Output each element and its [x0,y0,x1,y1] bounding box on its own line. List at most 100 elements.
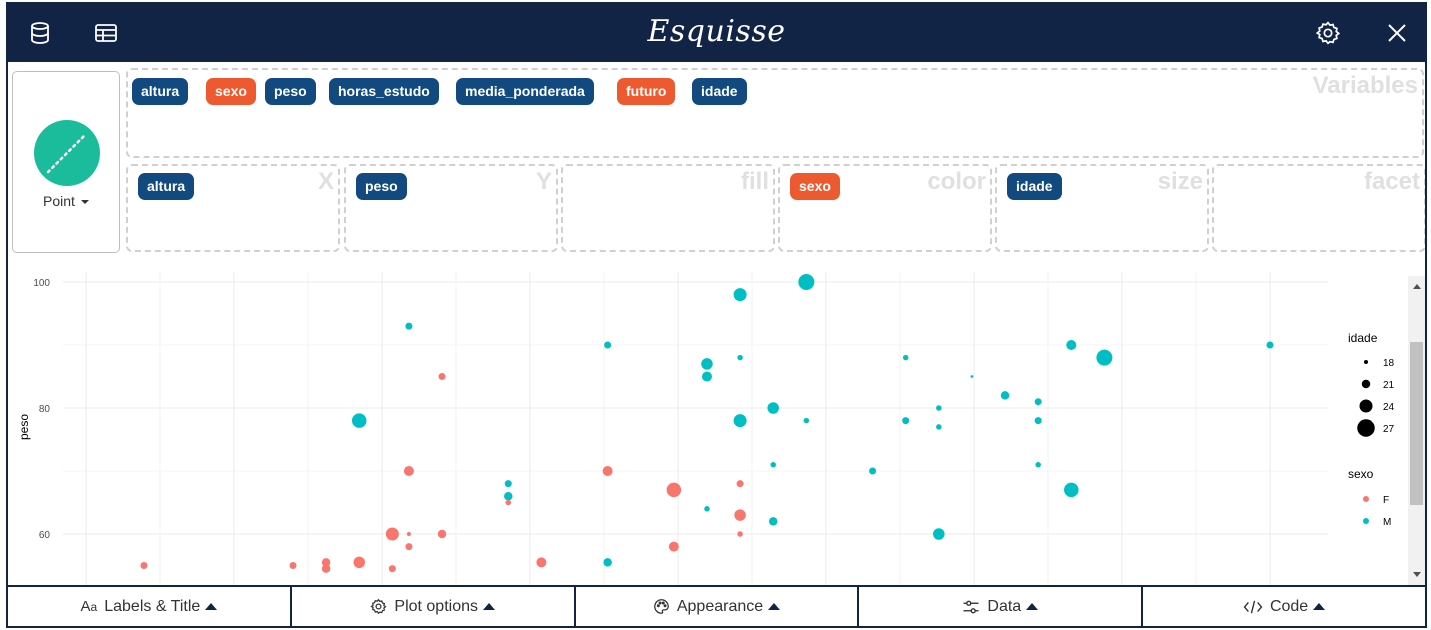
zone-title-y: Y [535,168,552,195]
dropzone-facet[interactable]: facet [1212,164,1425,252]
tab-appearance[interactable]: Appearance [574,585,859,626]
tab-data[interactable]: Data [858,585,1143,626]
data-point [737,531,743,537]
y-tick-label: 100 [33,278,50,289]
plot-scrollbar[interactable] [1408,276,1425,585]
legend-color-label: F [1383,495,1389,506]
dropzone-fill[interactable]: fill [561,164,775,252]
scroll-down-arrow-icon[interactable] [1408,566,1425,583]
scroll-up-arrow-icon[interactable] [1408,278,1425,295]
variables-zone[interactable]: Variables altura sexo peso horas_estudo … [126,68,1424,158]
zone-title-fill: fill [741,168,769,195]
data-point [869,467,877,475]
zone-title-facet: facet [1363,168,1420,195]
variable-badge-horas-estudo[interactable]: horas_estudo [329,78,439,105]
zone-badge-sexo[interactable]: sexo [790,173,840,200]
data-point [437,529,447,539]
data-point [140,562,148,569]
variable-badge-futuro[interactable]: futuro [617,78,676,105]
data-point [936,424,942,430]
data-point [1000,391,1010,400]
data-point [933,528,945,540]
geom-selector[interactable]: Point [12,71,120,253]
app-title: Esquisse [647,14,786,49]
data-point [504,480,512,488]
legend-color-key [1363,518,1369,524]
dropzone-x[interactable]: X altura [126,164,340,252]
tab-label: Appearance [676,597,764,615]
legend-color-label: M [1383,517,1391,528]
data-point [403,466,414,476]
data-point [602,466,613,476]
geom-label: Point [13,193,119,209]
y-tick-label: 60 [39,530,51,541]
zone-title-size: size [1157,168,1203,195]
data-point [1034,398,1042,406]
palette-icon [653,598,670,615]
dropzone-y[interactable]: Y peso [344,164,558,252]
database-icon[interactable] [25,18,55,48]
data-point [733,414,747,428]
variable-badge-media-ponderada[interactable]: media_ponderada [456,78,594,105]
legend-size-label: 18 [1383,358,1395,369]
dropzone-color[interactable]: color sexo [778,164,992,252]
data-point [970,375,974,378]
data-point [321,564,331,573]
data-point [1064,482,1079,498]
data-point [604,341,612,349]
dropzone-size[interactable]: size idade [995,164,1209,252]
data-point [734,509,746,521]
legend-size-key [1359,399,1373,413]
legend-size-label: 21 [1383,380,1395,391]
caret-up-icon [205,603,218,610]
data-point [701,371,712,382]
header-bar: Esquisse [8,4,1425,62]
gear-icon[interactable] [1313,18,1343,48]
data-point [936,405,942,411]
data-point [767,402,779,414]
data-point [737,354,743,361]
data-point [803,417,810,424]
y-tick-label: 80 [39,404,51,415]
data-point [438,373,446,380]
data-point [385,527,399,541]
variable-badge-peso[interactable]: peso [265,78,316,105]
zone-badge-altura[interactable]: altura [138,173,195,200]
tab-label: Plot options [394,597,478,615]
variable-badge-altura[interactable]: altura [132,78,189,105]
data-point [768,517,778,526]
close-icon[interactable] [1382,18,1412,48]
data-point [733,288,747,302]
data-point [504,491,513,501]
variable-badge-sexo[interactable]: sexo [206,78,256,105]
data-point [405,322,413,330]
caret-down-icon [80,200,89,205]
variable-badge-idade[interactable]: idade [692,78,747,105]
table-icon[interactable] [91,18,121,48]
legend-title-size: idade [1348,331,1378,345]
plot-area: 60 80 100 peso idade 18 21 24 27 sexo F M [8,272,1408,586]
data-point [351,413,367,428]
zone-badge-peso[interactable]: peso [356,173,407,200]
caret-up-icon [483,603,495,610]
data-point [902,417,910,425]
tab-label: Labels & Title [104,597,201,615]
legend-color-key [1363,496,1369,502]
tab-code[interactable]: Code [1142,585,1425,626]
data-point [353,556,365,569]
scrollbar-thumb[interactable] [1410,342,1423,505]
zone-title-color: color [927,168,986,195]
tab-label: Code [1269,597,1309,615]
tab-plot-options[interactable]: Plot options [290,585,575,626]
legend-title-color: sexo [1348,467,1374,481]
data-point [1266,341,1274,349]
legend-size-key [1357,419,1375,437]
legend-size-label: 27 [1383,424,1395,435]
point-geom-icon [34,120,100,186]
zone-badge-idade[interactable]: idade [1007,173,1062,200]
legend-size-label: 24 [1383,402,1395,413]
code-icon [1243,599,1263,615]
